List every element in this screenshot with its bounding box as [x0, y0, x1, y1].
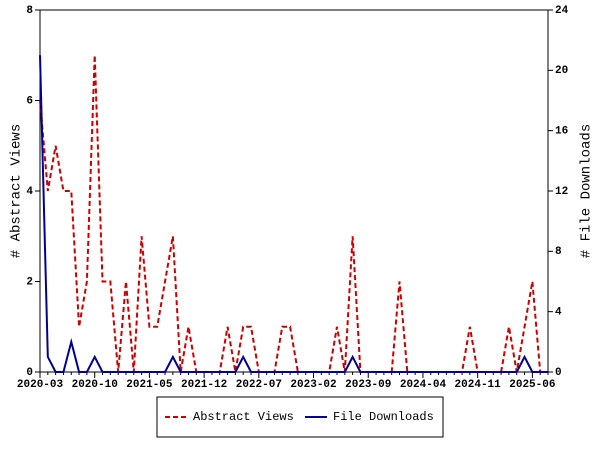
y2-tick-label: 12: [555, 186, 568, 198]
legend-label: Abstract Views: [193, 410, 294, 424]
y2-axis-title: # File Downloads: [579, 124, 595, 258]
x-tick-label: 2021-12: [181, 379, 227, 391]
y2-tick-label: 0: [555, 367, 562, 379]
x-tick-label: 2022-07: [236, 379, 282, 391]
legend: [156, 396, 444, 438]
x-tick-label: 2025-06: [509, 379, 555, 391]
series-line: [39, 55, 548, 373]
x-tick-label: 2021-05: [126, 379, 173, 391]
x-tick-label: 2020-10: [72, 379, 118, 391]
y2-tick-label: 8: [555, 246, 562, 258]
x-tick-label: 2020-03: [17, 379, 64, 391]
y2-tick-label: 16: [555, 126, 568, 138]
x-tick-label: 2024-04: [400, 379, 447, 391]
x-tick-label: 2024-11: [455, 379, 502, 391]
y2-tick-label: 20: [555, 65, 568, 77]
plot-frame: [39, 9, 549, 373]
x-tick-label: 2023-02: [290, 379, 336, 391]
y-tick-label: 4: [26, 186, 33, 198]
legend-label: File Downloads: [333, 410, 434, 424]
y-axis-title: # Abstract Views: [9, 124, 25, 258]
y-tick-label: 2: [26, 276, 33, 288]
y-tick-label: 8: [26, 5, 33, 17]
x-tick-label: 2023-09: [345, 379, 391, 391]
series-line: [39, 55, 548, 373]
y-tick-label: 6: [26, 95, 33, 107]
y-tick-label: 0: [26, 367, 33, 379]
y2-tick-label: 4: [555, 307, 562, 319]
y2-tick-label: 24: [555, 5, 569, 17]
